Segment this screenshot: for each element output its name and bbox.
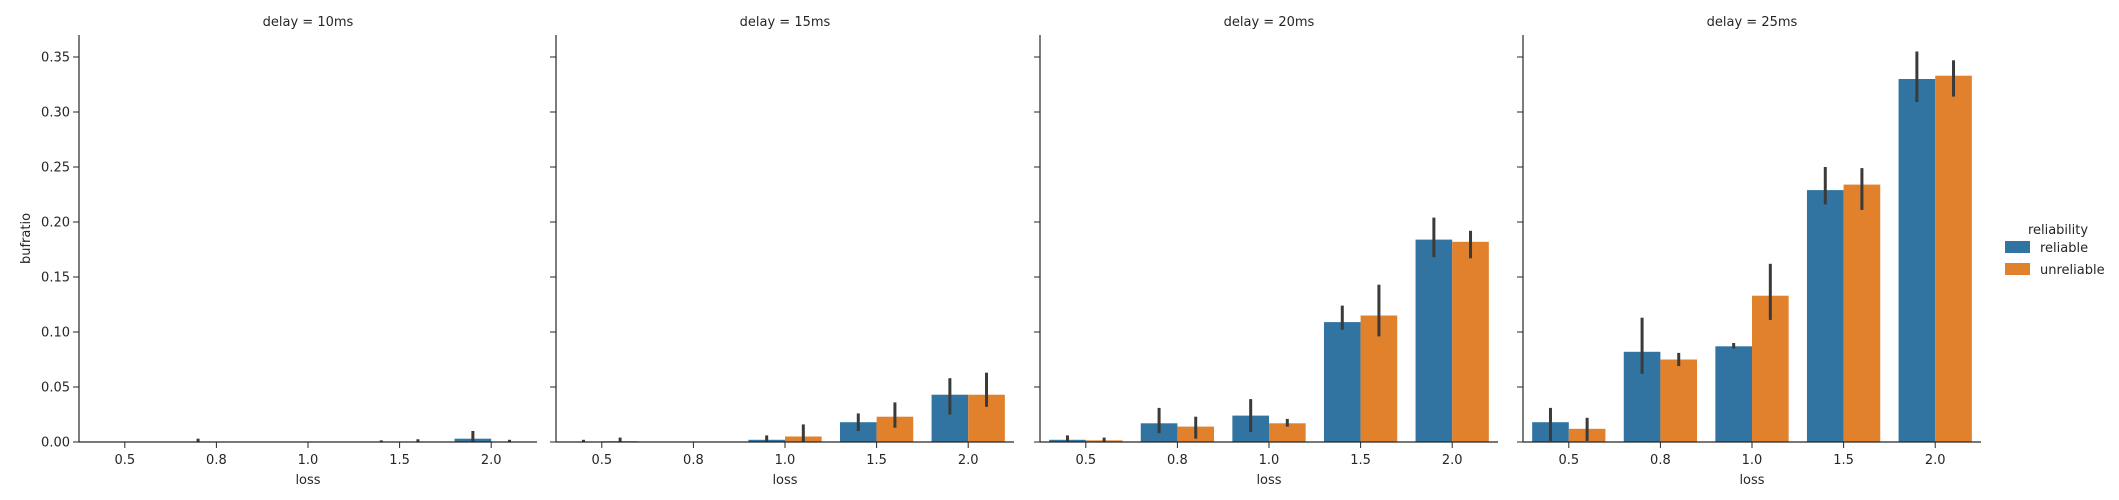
panel-delay-15ms: delay = 15ms loss 0.5 0.8 1.0 1.5 2.0 [550,15,1014,488]
y-tick-label: 0.20 [41,216,70,231]
x-tick-label: 1.0 [1259,453,1280,468]
x-tick-label: 0.5 [1558,453,1579,468]
x-axis-label: loss [1256,473,1281,488]
bar-unreliable [1269,423,1306,442]
y-tick-label: 0.35 [41,51,70,66]
x-tick-label: 0.5 [591,453,612,468]
x-tick-label: 1.0 [1742,453,1763,468]
bar-unreliable [1452,241,1489,442]
x-tick-label: 1.5 [389,453,410,468]
legend-title: reliability [2028,223,2088,238]
bar-reliable [1323,322,1361,442]
panel-delay-25ms: delay = 25ms loss 0.5 0.8 1.0 1.5 2.0 [1517,15,1981,488]
legend-swatch-reliable [2005,241,2030,253]
x-tick-label: 0.5 [114,453,135,468]
y-tick-label: 0.15 [41,271,70,286]
x-tick-label: 0.8 [683,453,704,468]
x-tick-label: 2.0 [1442,453,1463,468]
bar-reliable [1898,79,1936,442]
legend-label-reliable: reliable [2040,241,2088,256]
x-tick-label: 0.8 [1167,453,1188,468]
x-tick-label: 1.0 [775,453,796,468]
panel-delay-10ms: delay = 10ms loss bufratio 0.00 0.05 0.10 0… [19,15,537,488]
bar-unreliable [1935,75,1972,442]
legend: reliability reliable unreliable [2005,223,2105,278]
bar-unreliable [1660,359,1698,442]
y-axis-label: bufratio [19,213,34,264]
bar-unreliable [1843,184,1881,442]
panel-title: delay = 25ms [1707,15,1798,30]
y-tick-label: 0.00 [41,436,70,451]
x-tick-label: 1.5 [1350,453,1371,468]
panel-title: delay = 20ms [1224,15,1315,30]
bar-reliable [1715,346,1752,442]
panel-delay-20ms: delay = 20ms loss 0.5 0.8 1.0 1.5 2.0 [1034,15,1498,488]
x-tick-label: 0.5 [1075,453,1096,468]
bar-reliable [1415,239,1453,442]
x-tick-label: 0.8 [206,453,227,468]
x-tick-label: 2.0 [958,453,979,468]
legend-swatch-unreliable [2005,263,2030,275]
bar-reliable [839,422,877,442]
bar-unreliable [1752,295,1789,442]
bar-reliable [1806,190,1844,442]
y-tick-label: 0.05 [41,381,70,396]
panel-title: delay = 10ms [263,15,354,30]
y-tick-label: 0.30 [41,106,70,121]
bar-unreliable [1360,315,1398,442]
x-tick-label: 1.0 [298,453,319,468]
x-tick-label: 1.5 [866,453,887,468]
y-tick-label: 0.25 [41,161,70,176]
x-axis-label: loss [772,473,797,488]
x-tick-label: 2.0 [1925,453,1946,468]
x-axis-label: loss [295,473,320,488]
y-tick-label: 0.10 [41,326,70,341]
legend-label-unreliable: unreliable [2040,263,2105,278]
x-axis-label: loss [1739,473,1764,488]
x-tick-label: 0.8 [1650,453,1671,468]
x-tick-label: 2.0 [481,453,502,468]
x-tick-label: 1.5 [1833,453,1854,468]
panel-title: delay = 15ms [740,15,831,30]
